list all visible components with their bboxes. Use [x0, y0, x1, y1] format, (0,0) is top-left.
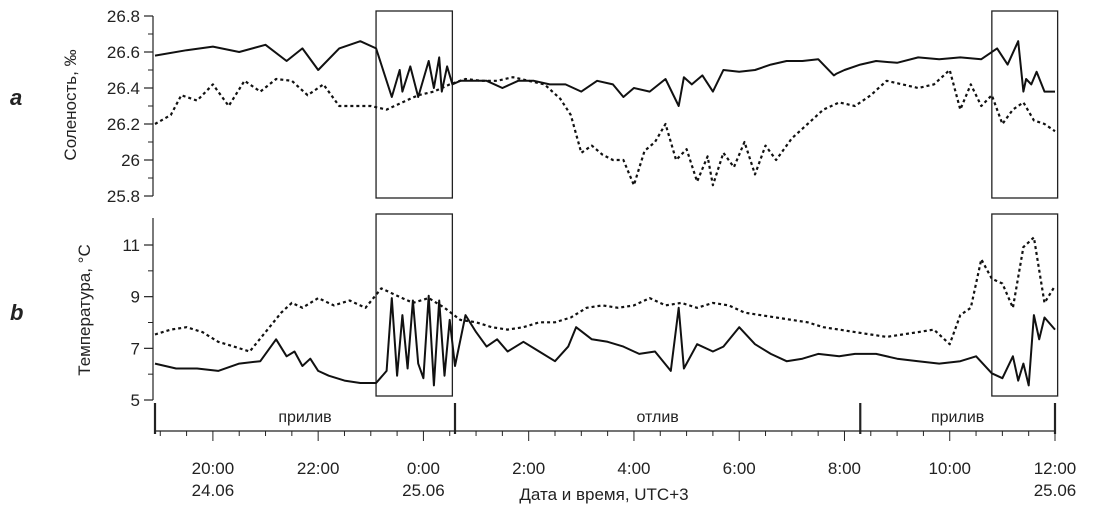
x-axis: 20:00 24.06 22:00 0:00 25.06 2:00 4:00 6:00 8:00… — [159, 431, 1077, 500]
x-axis-title: Дата и время, UTC+3 — [519, 485, 688, 504]
y-tick-label: 11 — [122, 236, 140, 255]
panel-a: a Соленость, ‰ 26.8 26.6 26.4 26.2 26 25.8 — [10, 7, 1059, 206]
highlight-box — [991, 10, 1059, 199]
x-tick-time-label: 22:00 — [297, 459, 340, 478]
x-tick-time-label: 6:00 — [723, 459, 756, 478]
x-tick-time-label: 10:00 — [928, 459, 971, 478]
panel-b: b Температура, °C 11 9 7 5 — [10, 213, 1059, 410]
tide-phase-label: отлив — [636, 409, 678, 426]
y-tick-label: 25.8 — [107, 187, 140, 206]
y-tick-label: 9 — [131, 288, 140, 307]
x-tick-date-label: 25.06 — [1034, 481, 1077, 500]
y-tick-label: 26.4 — [107, 79, 140, 98]
panel-b-series — [154, 236, 1056, 387]
series-line-dotted — [154, 68, 1056, 187]
panel-letter-a: a — [10, 85, 22, 110]
tide-phase-label: прилив — [278, 409, 331, 426]
x-tick-time-label: 2:00 — [512, 459, 545, 478]
tide-phase-bar: прилив отлив прилив — [153, 403, 1057, 434]
x-tick-time-label: 8:00 — [828, 459, 861, 478]
panel-a-ylabel: Соленость, ‰ — [61, 49, 80, 160]
x-tick-time-label: 12:00 — [1034, 459, 1077, 478]
panel-b-y-ticks: 11 9 7 5 — [122, 236, 153, 410]
series-line-solid — [154, 294, 1056, 387]
y-tick-label: 26.6 — [107, 43, 140, 62]
y-tick-label: 26 — [121, 151, 140, 170]
highlight-box — [991, 213, 1059, 397]
series-line-dotted — [154, 236, 1056, 353]
x-tick-time-label: 0:00 — [407, 459, 440, 478]
panel-b-ylabel: Температура, °C — [75, 244, 94, 375]
series-line-solid — [154, 40, 1055, 107]
y-tick-label: 5 — [131, 391, 140, 410]
tide-phase-label: прилив — [931, 409, 984, 426]
panel-b-highlight-boxes — [375, 213, 1059, 397]
panel-letter-b: b — [10, 300, 23, 325]
y-tick-label: 7 — [131, 339, 140, 358]
panel-a-highlight-boxes — [375, 10, 1059, 199]
x-tick-time-label: 20:00 — [192, 459, 235, 478]
highlight-box — [375, 10, 454, 199]
y-tick-label: 26.2 — [107, 115, 140, 134]
panel-a-y-ticks: 26.8 26.6 26.4 26.2 26 25.8 — [107, 7, 153, 206]
x-tick-date-label: 25.06 — [402, 481, 445, 500]
y-tick-label: 26.8 — [107, 7, 140, 26]
panel-a-series — [154, 40, 1056, 187]
x-tick-date-label: 24.06 — [192, 481, 235, 500]
highlight-box — [375, 213, 454, 397]
x-tick-time-label: 4:00 — [617, 459, 650, 478]
